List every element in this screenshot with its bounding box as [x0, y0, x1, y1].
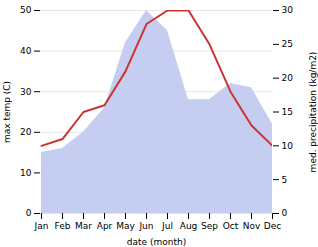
svg-text:10: 10 — [20, 168, 32, 178]
svg-text:max temp (C): max temp (C) — [2, 81, 12, 143]
svg-text:Jul: Jul — [161, 221, 173, 231]
svg-text:May: May — [116, 221, 135, 231]
svg-text:20: 20 — [282, 73, 294, 83]
svg-text:0: 0 — [282, 208, 288, 218]
svg-text:0: 0 — [26, 208, 32, 218]
svg-text:25: 25 — [282, 39, 293, 49]
svg-text:5: 5 — [282, 175, 288, 185]
svg-text:Sep: Sep — [201, 221, 218, 231]
svg-text:Jan: Jan — [34, 221, 49, 231]
svg-text:med. precipitation (kg/m2): med. precipitation (kg/m2) — [308, 52, 318, 173]
svg-text:Nov: Nov — [243, 221, 261, 231]
svg-text:30: 30 — [20, 87, 32, 97]
svg-text:15: 15 — [282, 107, 293, 117]
svg-text:10: 10 — [282, 141, 294, 151]
svg-text:Feb: Feb — [55, 221, 71, 231]
svg-text:20: 20 — [20, 127, 32, 137]
svg-text:Oct: Oct — [223, 221, 239, 231]
svg-text:date (month): date (month) — [127, 237, 186, 247]
svg-text:40: 40 — [20, 46, 32, 56]
svg-text:Mar: Mar — [75, 221, 92, 231]
svg-text:Dec: Dec — [264, 221, 281, 231]
svg-text:Aug: Aug — [180, 221, 198, 231]
svg-text:30: 30 — [282, 5, 294, 15]
svg-text:50: 50 — [20, 5, 32, 15]
svg-text:Apr: Apr — [97, 221, 113, 231]
svg-text:Jun: Jun — [138, 221, 153, 231]
